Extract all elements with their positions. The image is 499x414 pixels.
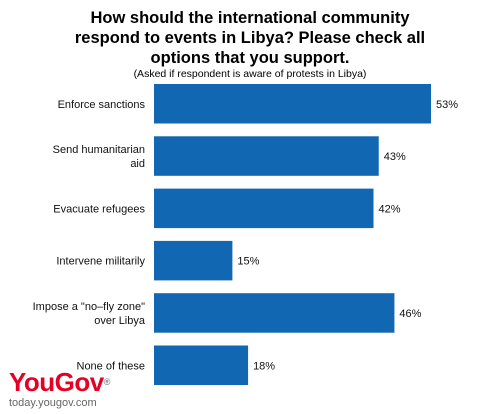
- logo-text: YouGov: [9, 367, 104, 397]
- category-label: aid: [130, 158, 145, 170]
- bar: [154, 345, 249, 385]
- bar: [154, 84, 431, 124]
- category-label: Evacuate refugees: [53, 203, 145, 215]
- value-label: 43%: [384, 151, 406, 163]
- value-label: 42%: [379, 203, 401, 215]
- value-label: 46%: [399, 308, 421, 320]
- bar: [154, 240, 233, 281]
- category-label: Impose a "no–fly zone": [33, 301, 145, 313]
- bar: [154, 136, 379, 176]
- category-label: Intervene militarily: [56, 256, 145, 268]
- site-url: today.yougov.com: [9, 397, 97, 409]
- value-label: 18%: [253, 360, 275, 372]
- category-label: Send humanitarian: [53, 144, 145, 156]
- registered-mark: ®: [103, 377, 111, 387]
- yougov-logo: YouGov®: [9, 369, 110, 395]
- category-label: None of these: [77, 360, 146, 372]
- bar: [154, 293, 395, 333]
- category-label: over Libya: [94, 315, 146, 327]
- chart-title: How should the international community r…: [74, 9, 426, 67]
- chart-subtitle: (Asked if respondent is aware of protest…: [133, 68, 367, 80]
- category-label: Enforce sanctions: [58, 99, 146, 111]
- value-label: 15%: [237, 256, 259, 268]
- bar: [154, 188, 374, 229]
- value-label: 53%: [436, 99, 458, 111]
